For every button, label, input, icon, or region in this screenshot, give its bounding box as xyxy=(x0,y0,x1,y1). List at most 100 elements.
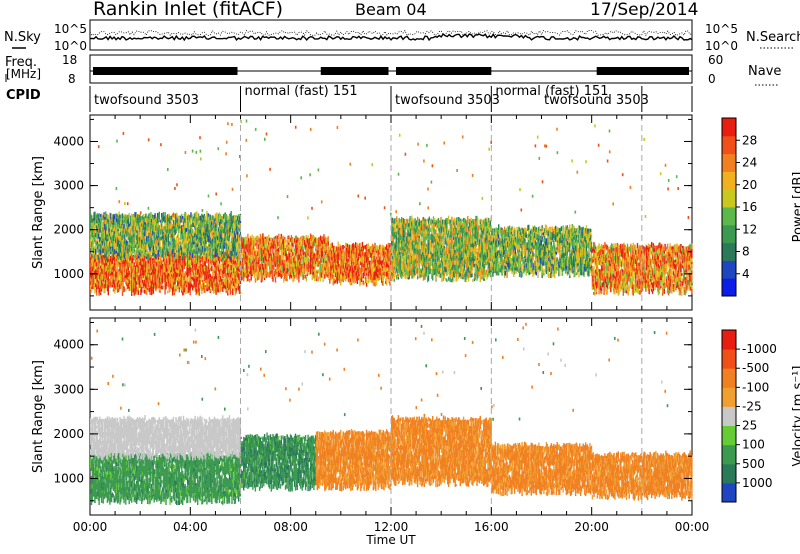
data-cell xyxy=(128,212,130,219)
data-cell xyxy=(212,276,214,279)
data-cell xyxy=(333,249,335,253)
data-cell xyxy=(118,251,120,257)
data-cell xyxy=(198,215,201,221)
data-cell xyxy=(167,214,170,218)
data-cell xyxy=(133,231,135,234)
data-cell xyxy=(200,266,202,273)
data-cell xyxy=(360,268,362,275)
data-cell xyxy=(232,223,234,229)
data-cell xyxy=(143,265,145,271)
data-cell xyxy=(304,240,307,243)
data-cell xyxy=(319,246,322,252)
data-cell xyxy=(182,257,185,261)
data-cell xyxy=(146,268,149,273)
data-cell xyxy=(227,290,229,293)
data-cell xyxy=(203,238,206,244)
data-cell xyxy=(229,213,231,217)
data-cell xyxy=(141,216,143,221)
data-cell xyxy=(382,247,384,254)
data-cell xyxy=(256,235,258,240)
data-cell xyxy=(258,267,261,272)
data-cell xyxy=(231,243,233,249)
data-cell xyxy=(313,258,315,264)
data-cell xyxy=(305,244,308,248)
data-cell xyxy=(370,272,372,275)
data-cell xyxy=(112,238,114,244)
data-cell xyxy=(316,270,318,274)
data-cell xyxy=(101,245,104,249)
data-cell xyxy=(189,215,191,221)
data-cell xyxy=(215,213,217,218)
data-cell xyxy=(219,266,221,271)
data-cell xyxy=(362,257,364,264)
data-cell xyxy=(258,245,261,249)
data-cell xyxy=(116,233,119,238)
data-cell xyxy=(201,220,203,224)
data-cell xyxy=(145,226,147,231)
data-cell xyxy=(202,243,205,246)
data-cell xyxy=(217,277,219,283)
data-cell xyxy=(376,252,379,256)
data-cell xyxy=(156,246,159,252)
data-cell xyxy=(149,234,151,239)
data-cell xyxy=(234,253,236,259)
data-cell xyxy=(197,241,200,248)
data-cell xyxy=(396,232,399,238)
data-cell xyxy=(153,249,155,255)
data-cell xyxy=(399,233,401,238)
data-cell xyxy=(184,243,186,249)
data-cell xyxy=(391,272,394,276)
data-cell xyxy=(375,264,378,267)
data-cell xyxy=(393,241,395,245)
data-cell xyxy=(196,266,198,269)
data-cell xyxy=(172,266,175,271)
data-cell xyxy=(377,260,379,265)
data-cell xyxy=(144,283,146,287)
data-cell xyxy=(217,252,219,258)
data-cell xyxy=(131,266,133,272)
data-cell xyxy=(182,291,184,296)
data-cell xyxy=(134,230,136,235)
data-cell xyxy=(107,218,109,223)
data-cell xyxy=(284,267,286,272)
data-cell xyxy=(220,252,222,257)
data-cell xyxy=(117,216,119,221)
data-cell xyxy=(156,223,158,229)
data-cell xyxy=(340,250,343,254)
data-cell xyxy=(216,286,218,291)
data-cell xyxy=(133,220,135,224)
data-cell xyxy=(166,246,168,252)
data-cell xyxy=(95,283,97,288)
data-cell xyxy=(97,216,99,223)
data-cell xyxy=(160,220,162,223)
data-cell xyxy=(101,258,104,263)
data-cell xyxy=(238,278,240,281)
data-cell xyxy=(248,274,250,277)
data-cell xyxy=(143,258,145,263)
data-cell xyxy=(164,236,166,241)
data-cell xyxy=(107,233,109,239)
data-cell xyxy=(166,218,169,224)
data-cell xyxy=(152,260,155,265)
data-cell xyxy=(264,241,267,245)
data-cell xyxy=(301,263,303,269)
data-cell xyxy=(161,215,164,221)
data-cell xyxy=(309,252,312,258)
data-cell xyxy=(146,291,148,295)
data-cell xyxy=(165,251,167,256)
data-cell xyxy=(266,244,268,249)
data-cell xyxy=(159,256,161,259)
data-cell xyxy=(330,262,332,267)
data-cell xyxy=(304,268,306,274)
data-cell xyxy=(272,273,274,277)
data-cell xyxy=(391,279,393,282)
data-cell xyxy=(290,234,293,241)
data-cell xyxy=(110,217,113,221)
data-cell xyxy=(107,214,109,219)
data-cell xyxy=(157,237,160,241)
data-cell xyxy=(114,262,116,266)
data-cell xyxy=(171,233,173,238)
data-cell xyxy=(399,219,401,223)
data-cell xyxy=(372,251,374,255)
data-cell xyxy=(100,214,102,217)
